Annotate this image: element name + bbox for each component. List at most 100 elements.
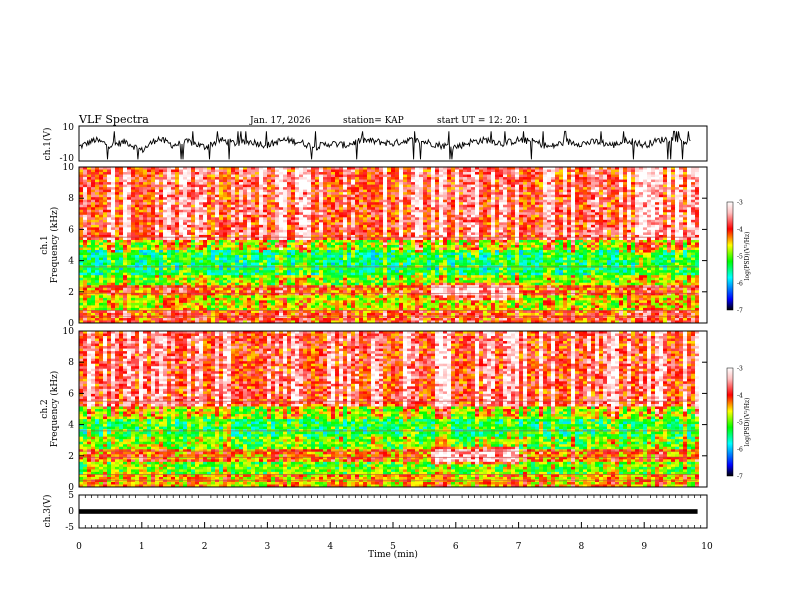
spectrogram-cell [571, 212, 576, 216]
spectrogram-cell [223, 207, 228, 211]
spectrogram-cell [355, 197, 360, 201]
spectrogram-cell [419, 187, 424, 190]
spectrogram-cell [623, 187, 628, 190]
spectrogram-cell [679, 227, 684, 231]
spectrogram-cell [435, 212, 440, 216]
spectrogram-cell [403, 234, 408, 238]
spectrogram-cell [635, 172, 640, 175]
spectrogram-cell [667, 214, 672, 218]
spectrogram-cell [607, 194, 612, 198]
spectrogram-cell [675, 172, 680, 175]
spectrogram-cell [583, 234, 588, 238]
spectrogram-cell [79, 242, 84, 246]
spectrogram-cell [499, 245, 504, 248]
spectrogram-cell [559, 204, 564, 208]
spectrogram-cell [91, 207, 96, 211]
spectrogram-cell [79, 232, 84, 236]
spectrogram-cell [251, 199, 256, 203]
spectrogram-cell [399, 229, 404, 233]
spectrogram-cell [343, 204, 348, 208]
spectrogram-cell [687, 172, 692, 175]
spectrogram-cell [515, 192, 520, 195]
spectrogram-cell [263, 174, 268, 178]
spectrogram-cell [235, 194, 240, 198]
spectrogram-cell [375, 204, 380, 208]
spectrogram-cell [279, 214, 284, 218]
spectrogram-cell [579, 199, 584, 203]
spectrogram-cell [263, 169, 268, 173]
spectrogram-cell [139, 187, 144, 190]
spectrogram-cell [199, 209, 204, 213]
spectrogram-cell [435, 179, 440, 183]
spectrogram-cell [551, 217, 556, 221]
spectrogram-cell [663, 227, 668, 231]
spectrogram-cell [427, 184, 432, 188]
spectrogram-cell [659, 219, 664, 223]
spectrogram-cell [491, 197, 496, 201]
spectrogram-cell [567, 224, 572, 228]
spectrogram-cell [515, 184, 520, 188]
spectrogram-cell [595, 224, 600, 228]
spectrogram-cell [127, 245, 132, 248]
spectrogram-cell [319, 237, 324, 241]
spectrogram-cell [651, 189, 656, 193]
spectrogram-cell [103, 182, 108, 185]
spectrogram-cell [291, 222, 296, 226]
spectrogram-cell [387, 174, 392, 178]
spectrogram-cell [283, 212, 288, 216]
spectrogram-cell [283, 222, 288, 226]
spectrogram-cell [387, 245, 392, 248]
spectrogram-cell [567, 189, 572, 193]
spectrogram-cell [259, 207, 264, 211]
spectrogram-cell [127, 239, 132, 243]
spectrogram-cell [127, 199, 132, 203]
spectrogram-cell [411, 237, 416, 241]
spectrogram-cell [563, 239, 568, 243]
spectrogram-cell [87, 204, 92, 208]
spectrogram-cell [443, 212, 448, 216]
spectrogram-cell [175, 229, 180, 233]
ch1-ytick-bottom: -10 [60, 154, 75, 164]
spectrogram-cell [427, 179, 432, 183]
spectrogram-cell [307, 222, 312, 226]
spectrogram-cell [291, 179, 296, 183]
spectrogram-cell [655, 192, 660, 195]
spectrogram-cell [599, 174, 604, 178]
spectrogram-cell [127, 177, 132, 180]
spectrogram-cell [103, 209, 108, 213]
spectrogram-cell [191, 199, 196, 203]
spectrogram-cell [175, 179, 180, 183]
spectrogram-cell [247, 242, 252, 246]
spectrogram-cell [487, 184, 492, 188]
spectrogram-cell [295, 209, 300, 213]
spectrogram-cell [91, 179, 96, 183]
spectrogram-cell [227, 204, 232, 208]
spectrogram-cell [243, 227, 248, 231]
spectrogram-cell [247, 222, 252, 226]
spectrogram-cell [399, 224, 404, 228]
spectrogram-cell [311, 234, 316, 238]
spectrogram-cell [475, 245, 480, 248]
spectrogram-cell [683, 224, 688, 228]
spectrogram-cell [103, 167, 108, 170]
spectrogram-cell [283, 229, 288, 233]
spectrogram-cell [375, 219, 380, 223]
spectrogram-cell [427, 187, 432, 190]
spectrogram-cell [175, 222, 180, 226]
spectrogram-cell [259, 212, 264, 216]
spectrogram-cell [135, 187, 140, 190]
spectrogram-cell [507, 179, 512, 183]
spectrogram-cell [251, 229, 256, 233]
spectrogram-cell [483, 224, 488, 228]
spectrogram-cell [547, 197, 552, 201]
spectrogram-cell [551, 219, 556, 223]
spectrogram-cell [655, 197, 660, 201]
spectrogram-cell [543, 217, 548, 221]
spectrogram-cell [119, 214, 124, 218]
spectrogram-cell [411, 167, 416, 170]
spectrogram-cell [555, 174, 560, 178]
spectrogram-cell [143, 189, 148, 193]
spectrogram-cell [579, 202, 584, 206]
spectrogram-cell [219, 174, 224, 178]
spectrogram-cell [135, 219, 140, 223]
